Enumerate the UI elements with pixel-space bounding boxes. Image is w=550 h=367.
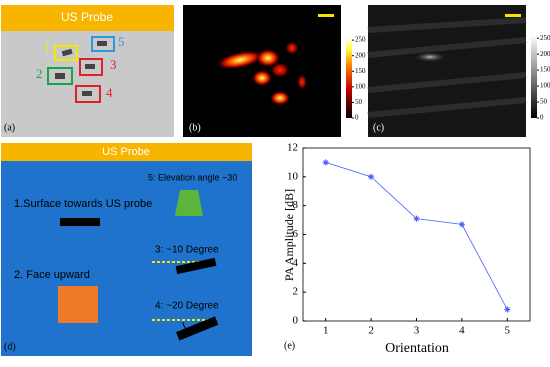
blob bbox=[297, 74, 307, 90]
panel-a: US Probe 1 2 3 4 5 (a) bbox=[1, 5, 174, 137]
box bbox=[75, 85, 101, 103]
marker: 1 bbox=[44, 40, 51, 55]
label: 3: ~10 Degree bbox=[155, 245, 219, 256]
colorbar-tick-label: 250 bbox=[355, 36, 366, 44]
scale-bar bbox=[318, 14, 334, 17]
panel-d: US Probe 5: Elevation angle ~30 1.Surfac… bbox=[1, 143, 252, 356]
photo bbox=[1, 31, 174, 137]
object bbox=[61, 48, 73, 57]
box bbox=[47, 67, 73, 85]
colorbar-tick-label: 200 bbox=[355, 51, 366, 59]
object bbox=[55, 73, 65, 79]
x-tick-label: 4 bbox=[459, 325, 465, 337]
panel-label: (d) bbox=[4, 341, 16, 352]
marker bbox=[458, 221, 465, 228]
colorbar-tick-label: 0 bbox=[540, 114, 544, 122]
blob bbox=[252, 70, 272, 86]
probe-bar bbox=[1, 143, 252, 161]
panel-label: (b) bbox=[189, 122, 201, 133]
blob bbox=[216, 50, 264, 70]
panel-label: (c) bbox=[373, 122, 384, 133]
marker: 2 bbox=[36, 66, 43, 81]
blob bbox=[270, 91, 290, 105]
label: 5: Elevation angle ~30 bbox=[148, 172, 237, 182]
plot-frame bbox=[302, 147, 531, 322]
marker: 5 bbox=[118, 34, 125, 49]
x-tick-label: 5 bbox=[505, 325, 511, 337]
colorbar-tick-label: 100 bbox=[355, 82, 366, 90]
probe-text: US Probe bbox=[102, 146, 150, 158]
colorbar-tick-label: 50 bbox=[355, 98, 363, 106]
colorbar-tick-label: 250 bbox=[540, 34, 550, 42]
x-tick-label: 2 bbox=[368, 325, 374, 337]
y-tick-label: 8 bbox=[293, 199, 299, 211]
panel-b: (b) bbox=[183, 5, 352, 137]
colorbar-tick-label: 50 bbox=[540, 98, 548, 106]
blob bbox=[414, 52, 446, 62]
y-tick-label: 12 bbox=[287, 142, 298, 154]
y-tick-label: 10 bbox=[287, 170, 299, 182]
blob bbox=[285, 41, 299, 55]
y-tick-label: 2 bbox=[293, 286, 299, 298]
series-line bbox=[325, 162, 508, 310]
y-tick-label: 6 bbox=[293, 228, 299, 240]
trapezoid bbox=[175, 190, 203, 216]
blob bbox=[270, 62, 290, 78]
object bbox=[58, 286, 98, 323]
scale-bar bbox=[505, 14, 521, 17]
panel-label: (a) bbox=[4, 122, 15, 133]
colorbar bbox=[346, 37, 352, 118]
object bbox=[176, 316, 219, 341]
object bbox=[97, 41, 107, 46]
object bbox=[175, 257, 217, 275]
marker bbox=[368, 173, 375, 180]
marker: 3 bbox=[110, 57, 117, 72]
colorbar bbox=[531, 35, 537, 118]
angle-arc bbox=[182, 321, 191, 331]
y-axis-label: PA Amplitude [dB] bbox=[282, 189, 296, 281]
speckle bbox=[367, 17, 527, 118]
x-tick-label: 1 bbox=[323, 325, 329, 337]
colorbar-tick-label: 100 bbox=[540, 82, 550, 90]
x-tick-label: 3 bbox=[414, 325, 420, 337]
panel-c: (c) bbox=[367, 5, 537, 137]
y-tick-label: 4 bbox=[293, 257, 299, 269]
probe-bar bbox=[1, 5, 174, 31]
box bbox=[79, 58, 103, 76]
colorbar-tick-label: 0 bbox=[355, 114, 359, 122]
marker bbox=[322, 159, 329, 166]
x-axis-label: Orientation bbox=[385, 341, 449, 356]
object bbox=[85, 64, 95, 69]
box bbox=[91, 36, 115, 52]
object bbox=[60, 218, 100, 226]
label: 1.Surface towards US probe bbox=[14, 198, 152, 210]
panel-label: (e) bbox=[284, 340, 295, 351]
object bbox=[82, 91, 92, 96]
probe-text: US Probe bbox=[61, 10, 113, 24]
marker bbox=[504, 306, 511, 313]
marker: 4 bbox=[106, 85, 113, 100]
colorbar-tick-label: 200 bbox=[540, 50, 550, 58]
colorbar-tick-label: 150 bbox=[355, 67, 366, 75]
box bbox=[54, 45, 78, 61]
label: 4: ~20 Degree bbox=[155, 301, 219, 312]
label: 2. Face upward bbox=[14, 269, 90, 281]
blob bbox=[256, 49, 280, 67]
marker bbox=[413, 215, 420, 222]
y-tick-label: 0 bbox=[293, 315, 299, 327]
panel-e: PA Amplitude [dB] Orientation (e) bbox=[282, 189, 449, 356]
colorbar-tick-label: 150 bbox=[540, 66, 550, 74]
